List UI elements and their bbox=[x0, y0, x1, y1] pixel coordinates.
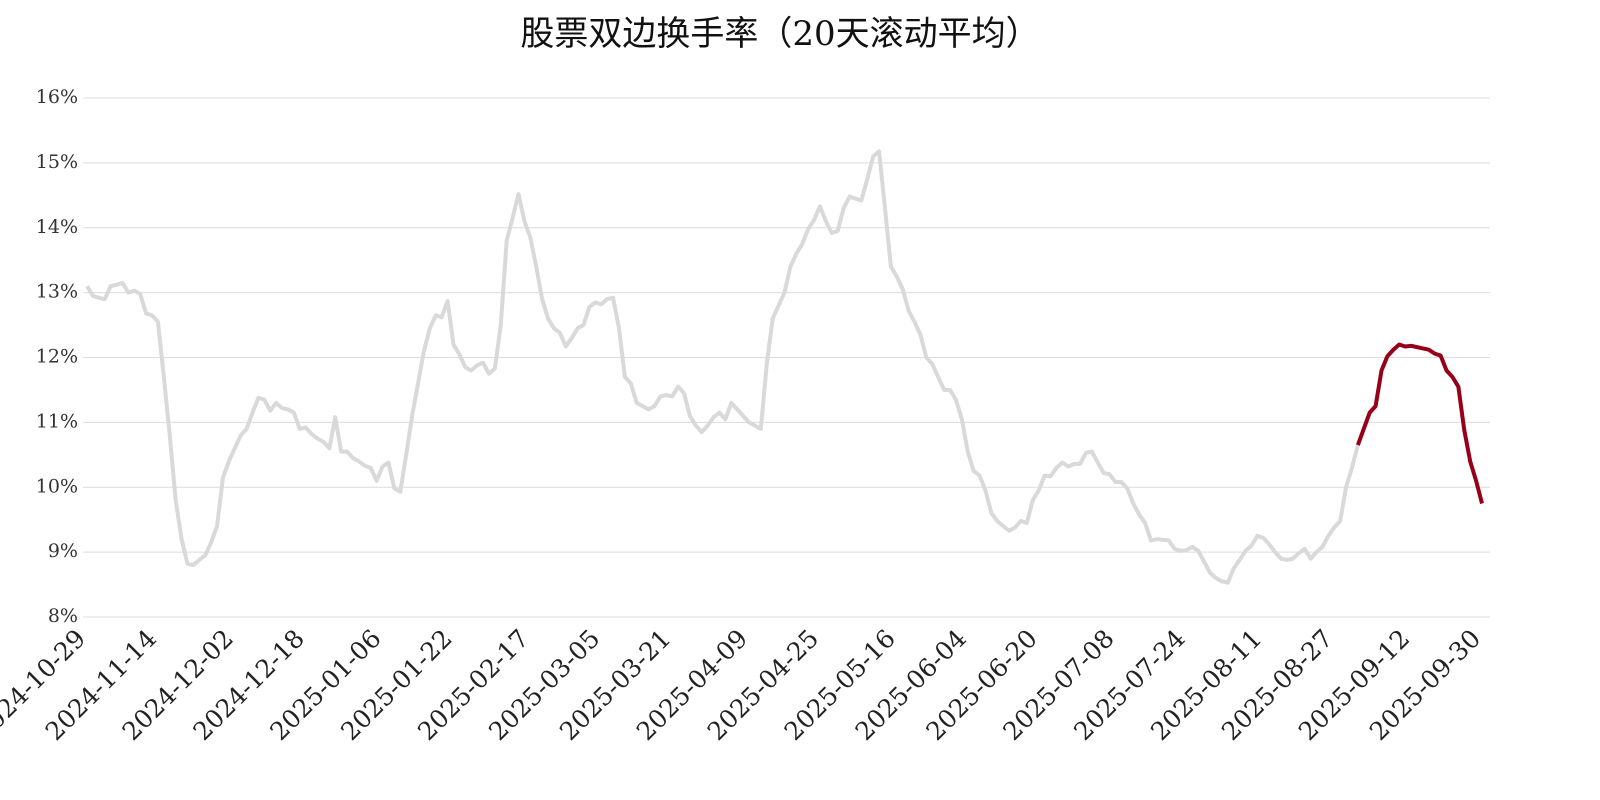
y-tick-label: 16% bbox=[36, 86, 78, 108]
y-tick-label: 15% bbox=[36, 151, 78, 173]
y-tick-label: 10% bbox=[36, 475, 78, 497]
y-tick-label: 13% bbox=[36, 281, 78, 303]
y-tick-label: 9% bbox=[48, 540, 78, 562]
y-tick-label: 14% bbox=[36, 216, 78, 238]
line-series bbox=[85, 149, 1360, 585]
line-series bbox=[1355, 342, 1484, 504]
y-tick-label: 12% bbox=[36, 346, 78, 368]
y-tick-label: 8% bbox=[48, 605, 78, 627]
chart-title: 股票双边换手率（20天滚动平均） bbox=[520, 14, 1039, 54]
y-tick-label: 11% bbox=[36, 410, 78, 432]
